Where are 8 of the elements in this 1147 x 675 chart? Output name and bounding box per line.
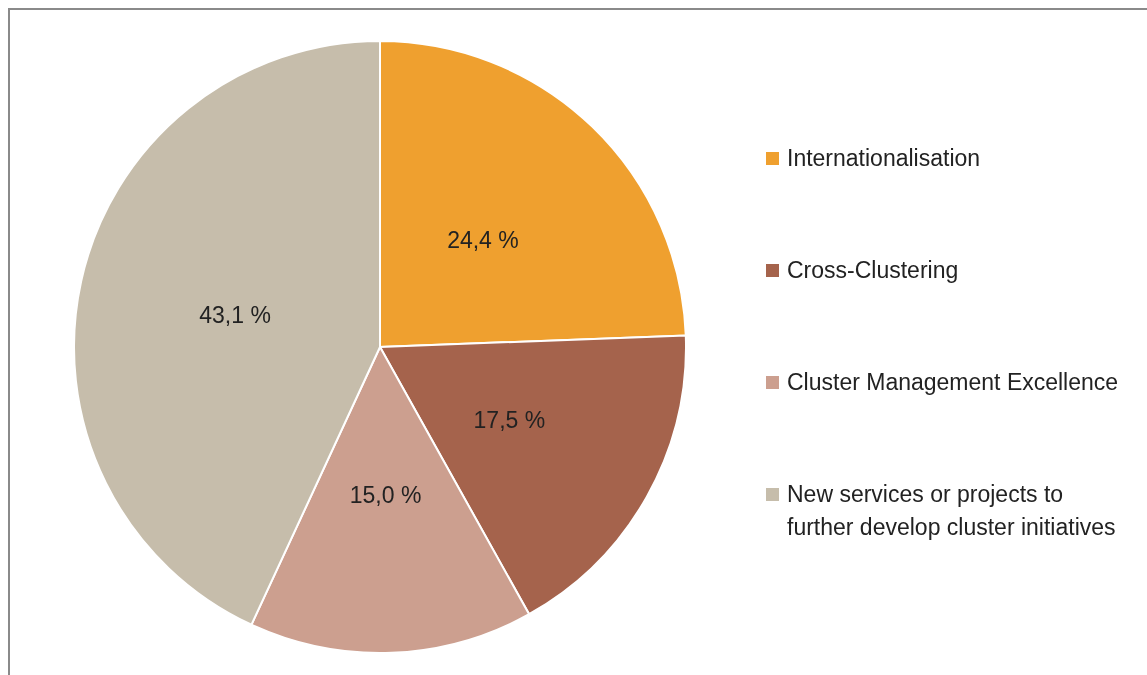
data-label: 43,1 % [199, 302, 271, 329]
legend-label: New services or projects to further develop cluster initiatives [787, 479, 1117, 542]
data-label: 17,5 % [473, 406, 546, 433]
data-label: 15,0 % [349, 482, 422, 509]
legend-label: Cluster Management Excellence [787, 367, 1120, 397]
legend-label: Internationalisation [787, 143, 982, 173]
legend-label: Cross-Clustering [787, 255, 960, 285]
data-label: 24,4 % [447, 227, 519, 254]
